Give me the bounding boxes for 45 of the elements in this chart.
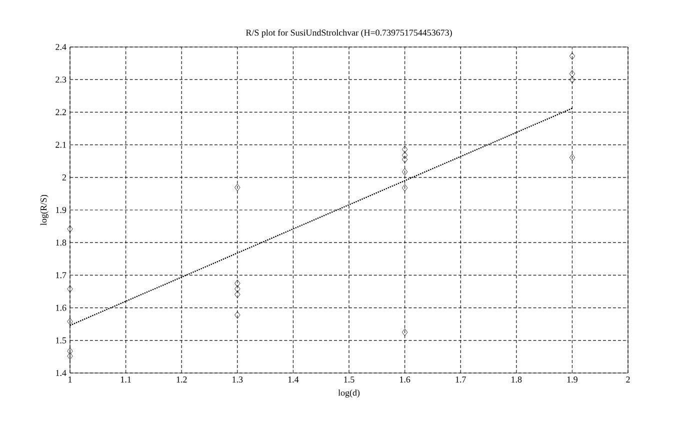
point [67,352,73,360]
x-tick-label: 1.8 [512,376,522,383]
y-tick-label: 1.6 [56,304,66,311]
y-tick-label: 2.2 [56,109,66,116]
y-tick-label: 1.4 [56,370,66,376]
point [402,328,408,336]
point [569,76,576,84]
point [402,168,408,176]
x-tick-label: 1.6 [400,376,410,383]
point [234,285,240,293]
point [402,152,408,159]
y-tick-label: 1.9 [56,206,66,214]
y-axis-title: log(R/S) [40,194,48,226]
point [402,146,408,154]
y-tick-label: 1.7 [56,272,66,278]
point [234,290,240,298]
x-tick-label: 1.2 [176,376,187,383]
x-axis-title: log(d) [338,389,360,398]
point [67,285,73,293]
y-tick-label: 2.4 [56,44,66,50]
point [67,318,73,326]
x-tick-label: 1 [68,376,72,382]
x-tick-label: 1.1 [120,376,131,383]
point [234,184,240,192]
x-tick-label: 1.3 [232,376,243,383]
x-tick-label: 2 [626,376,630,382]
point [569,52,576,60]
x-tick-label: 1.9 [567,376,578,383]
point [569,70,576,78]
point [402,184,408,192]
point [402,156,408,164]
point [234,311,240,319]
y-tick-label: 1.8 [56,240,66,246]
x-tick-label: 1.5 [344,376,354,383]
point [234,280,240,288]
y-tick-label: 2 [62,174,66,180]
x-tick-label: 1.7 [456,376,466,383]
point [67,225,73,233]
point [569,154,576,162]
point [67,347,73,355]
y-tick-label: 2.3 [56,76,66,83]
x-tick-label: 1.4 [288,376,299,383]
chart-title: R/S plot for SusiUndStrolchvar (H=0.739751754453673) [246,29,452,38]
y-tick-label: 1.5 [56,337,66,344]
y-tick-label: 2.1 [56,142,66,148]
